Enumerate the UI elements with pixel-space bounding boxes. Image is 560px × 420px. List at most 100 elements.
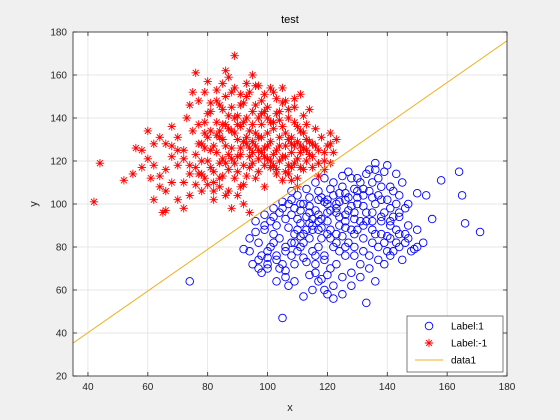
- data-point-label-neg1: [149, 139, 159, 148]
- data-point-label-neg1: [284, 161, 293, 170]
- data-point-label-neg1: [284, 169, 293, 179]
- data-point-label-neg1: [242, 92, 251, 101]
- data-point-label-1: [287, 186, 296, 196]
- data-point-label-1: [338, 272, 347, 282]
- data-point-label-1: [412, 188, 422, 198]
- data-point-label-1: [290, 277, 299, 286]
- data-point-label-1: [356, 259, 365, 269]
- x-tick-label: 40: [82, 382, 94, 393]
- data-point-label-1: [278, 197, 287, 207]
- data-point-label-neg1: [233, 111, 242, 121]
- data-point-label-neg1: [131, 143, 141, 153]
- data-point-label-neg1: [281, 96, 290, 105]
- x-tick-label: 80: [202, 382, 214, 393]
- data-point-label-neg1: [278, 122, 287, 131]
- data-point-label-1: [314, 216, 323, 226]
- data-point-label-neg1: [275, 141, 284, 151]
- data-point-label-1: [427, 214, 437, 224]
- data-point-label-1: [302, 257, 311, 267]
- data-point-label-1: [332, 199, 341, 209]
- x-tick-label: 140: [379, 382, 396, 393]
- data-point-label-neg1: [167, 141, 176, 151]
- data-point-label-neg1: [290, 118, 299, 127]
- data-point-label-neg1: [299, 143, 308, 153]
- data-point-label-neg1: [185, 100, 194, 110]
- data-point-label-neg1: [209, 167, 218, 176]
- data-point-label-neg1: [215, 158, 224, 168]
- data-point-label-1: [314, 210, 323, 219]
- data-point-label-neg1: [278, 176, 287, 185]
- data-point-label-neg1: [320, 148, 329, 157]
- data-point-label-neg1: [230, 158, 239, 168]
- axis-ticks: 40 60 80 100 120 140 160 180 20 40 60 80 100 120 140 16…: [50, 28, 515, 394]
- data-point-label-neg1: [287, 133, 296, 142]
- data-point-label-neg1: [275, 156, 284, 166]
- data-point-label-neg1: [305, 105, 314, 114]
- data-point-label-1: [317, 214, 326, 224]
- data-point-label-1: [305, 201, 314, 211]
- data-point-label-neg1: [284, 105, 293, 114]
- data-point-label-neg1: [272, 94, 281, 103]
- data-point-label-neg1: [260, 107, 269, 116]
- data-point-label-1: [335, 247, 344, 256]
- data-point-label-neg1: [290, 158, 299, 168]
- data-point-label-neg1: [203, 77, 212, 86]
- data-point-label-1: [400, 204, 410, 213]
- data-point-label-1: [412, 242, 422, 252]
- data-point-label-neg1: [173, 133, 182, 142]
- data-point-label-neg1: [296, 126, 305, 136]
- data-point-label-1: [365, 264, 374, 273]
- data-point-label-neg1: [245, 208, 254, 217]
- data-point-label-neg1: [323, 141, 332, 151]
- data-point-label-1: [338, 171, 347, 181]
- data-point-label-1: [290, 259, 299, 269]
- data-point-label-1: [341, 188, 350, 198]
- x-tick-label: 60: [142, 382, 154, 393]
- data-point-label-1: [329, 281, 338, 290]
- data-point-label-1: [403, 234, 413, 243]
- legend-entry-label: data1: [451, 356, 476, 367]
- data-point-label-neg1: [191, 150, 200, 159]
- data-point-label-1: [269, 204, 278, 213]
- data-point-label-1: [347, 225, 356, 235]
- data-point-label-neg1: [218, 135, 227, 144]
- data-point-label-neg1: [299, 165, 308, 174]
- data-point-label-neg1: [275, 115, 284, 125]
- data-point-label-1: [278, 259, 287, 269]
- data-point-label-1: [383, 195, 392, 204]
- data-point-label-neg1: [200, 88, 209, 97]
- data-point-label-1: [257, 268, 266, 278]
- data-point-label-neg1: [266, 163, 275, 172]
- data-layer: [73, 40, 507, 344]
- data-point-label-neg1: [206, 146, 215, 155]
- data-point-label-neg1: [269, 88, 278, 97]
- data-point-label-neg1: [278, 98, 287, 108]
- data-point-label-neg1: [209, 141, 218, 151]
- legend-entry-label: Label:-1: [451, 339, 488, 350]
- data-point-label-neg1: [293, 174, 302, 183]
- data-point-label-neg1: [233, 152, 242, 161]
- x-axis-label: x: [287, 402, 293, 414]
- y-tick-label: 80: [56, 243, 68, 254]
- data-point-label-1: [245, 234, 254, 243]
- data-point-label-neg1: [320, 165, 329, 174]
- data-point-label-1: [248, 259, 257, 269]
- data-point-label-1: [389, 212, 398, 222]
- data-point-label-neg1: [266, 137, 275, 146]
- data-point-label-1: [260, 225, 269, 235]
- data-point-label-neg1: [233, 167, 242, 176]
- data-point-label-neg1: [224, 165, 233, 174]
- data-point-label-1: [308, 247, 317, 256]
- data-point-label-1: [454, 167, 464, 176]
- data-point-label-1: [362, 216, 371, 226]
- data-point-label-1: [383, 231, 392, 241]
- data-point-label-1: [377, 216, 386, 226]
- data-point-label-neg1: [203, 109, 212, 118]
- data-point-label-neg1: [281, 167, 290, 176]
- data-point-label-neg1: [254, 81, 263, 90]
- legend-box: [406, 315, 504, 373]
- data-point-label-neg1: [302, 120, 311, 129]
- data-point-label-1: [293, 191, 302, 200]
- data-point-label-1: [296, 231, 305, 241]
